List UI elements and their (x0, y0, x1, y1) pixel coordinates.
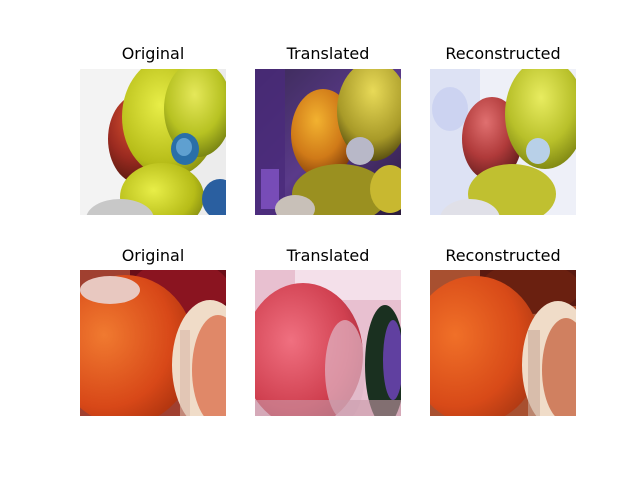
row2-original-image (80, 270, 226, 416)
row2-reconstructed-image (430, 270, 576, 416)
row1-reconstructed-title: Reconstructed (445, 44, 561, 63)
row1-reconstructed-image (430, 69, 576, 215)
row2-translated-image (255, 270, 401, 416)
row1-translated-image (255, 69, 401, 215)
row1-translated-title: Translated (286, 44, 370, 63)
row2-original-title: Original (121, 246, 185, 265)
row2-translated-title: Translated (286, 246, 370, 265)
row1-original-image (80, 69, 226, 215)
row1-original-title: Original (121, 44, 185, 63)
row2-reconstructed-title: Reconstructed (445, 246, 561, 265)
